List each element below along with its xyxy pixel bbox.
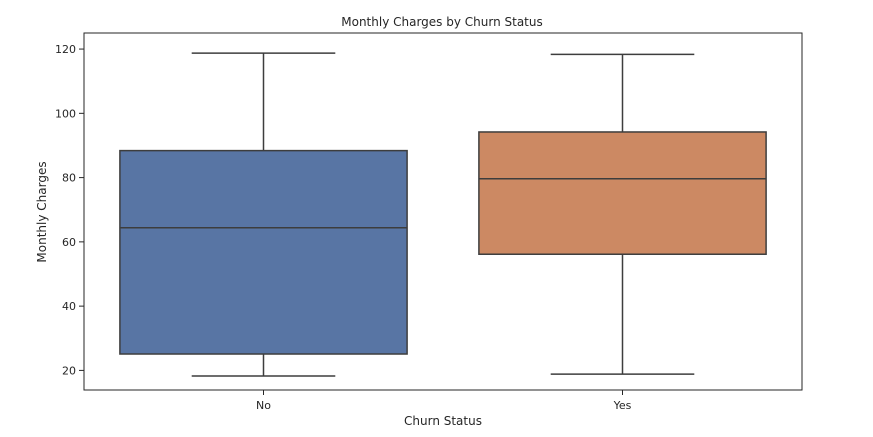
chart-title: Monthly Charges by Churn Status bbox=[341, 15, 543, 29]
box-body-yes bbox=[478, 131, 767, 255]
y-tick-label: 120 bbox=[55, 43, 76, 56]
y-axis: 20 40 60 80 100 120 bbox=[55, 43, 84, 377]
box-body-no bbox=[119, 149, 408, 355]
y-tick-label: 20 bbox=[62, 364, 76, 377]
y-axis-title: Monthly Charges bbox=[35, 161, 49, 262]
x-axis-title: Churn Status bbox=[404, 414, 482, 428]
y-tick-label: 100 bbox=[55, 107, 76, 120]
x-tick-label: No bbox=[256, 399, 271, 412]
box-no bbox=[119, 52, 408, 377]
plot-area-frame bbox=[83, 32, 803, 391]
y-tick-label: 60 bbox=[62, 236, 76, 249]
x-tick-label: Yes bbox=[613, 399, 632, 412]
x-axis: No Yes bbox=[256, 390, 632, 412]
box-yes bbox=[478, 53, 767, 375]
boxes-layer bbox=[119, 52, 767, 377]
y-tick-label: 40 bbox=[62, 300, 76, 313]
y-tick-label: 80 bbox=[62, 172, 76, 185]
